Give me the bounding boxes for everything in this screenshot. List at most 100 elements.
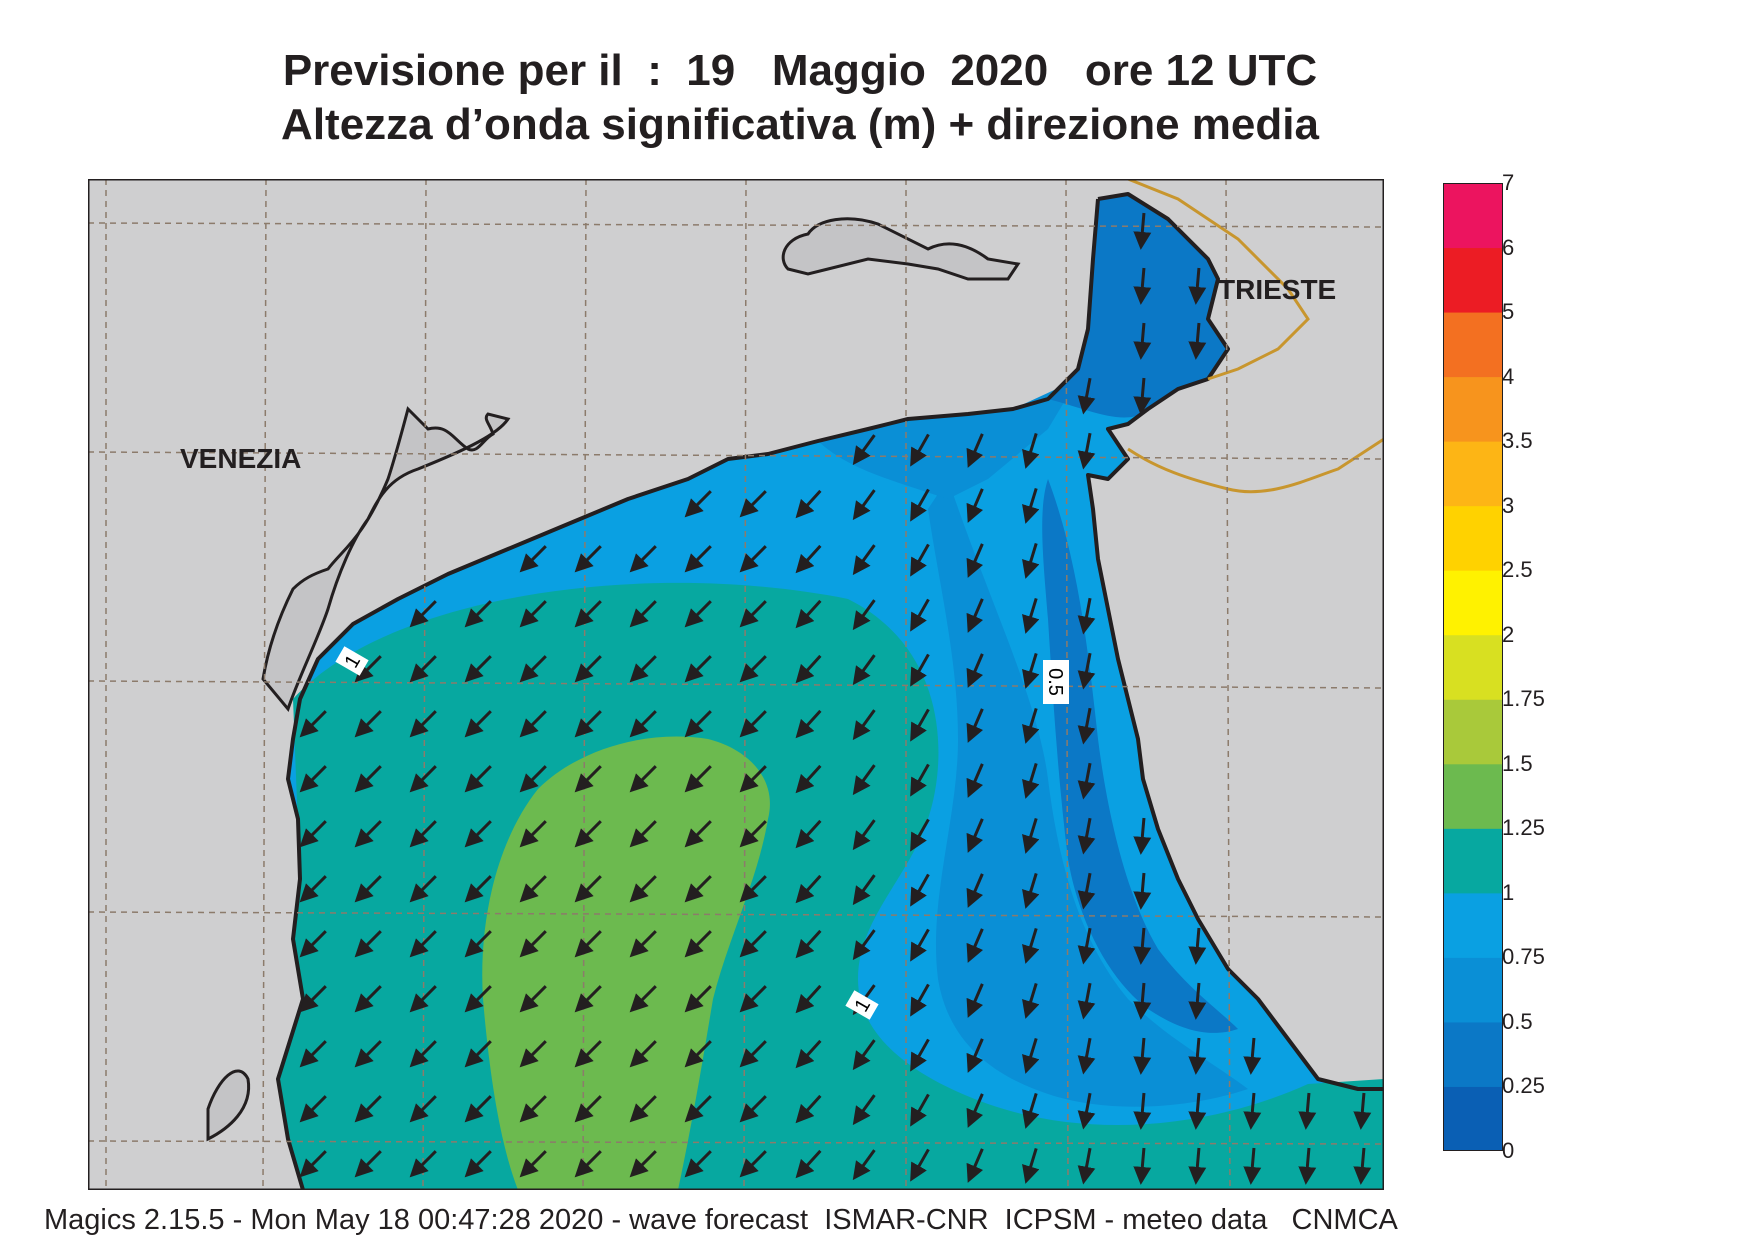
trieste-headland [781,217,1021,281]
wave-direction-arrow [1022,928,1040,964]
wave-direction-arrow [519,765,547,793]
wave-zone-0.5-0.75 [928,479,1248,1107]
wave-direction-arrow [1022,488,1040,524]
wave-direction-arrow [739,765,767,793]
wave-direction-arrow [1298,1147,1317,1185]
wave-direction-arrow [795,489,822,519]
colorbar-tick-label: 2 [1502,621,1515,647]
wave-direction-arrow [354,930,382,958]
wave-direction-arrow [519,600,547,628]
wave-direction-arrow [629,875,657,903]
wave-direction-arrow [629,1040,657,1068]
wave-direction-arrow [1243,1147,1262,1185]
wave-direction-arrow [574,765,602,793]
colorbar-tick-label: 0 [1502,1138,1515,1163]
wave-direction-arrow [739,655,767,683]
wave-direction-arrow [464,1150,492,1178]
wave-direction-arrow [519,985,547,1013]
wave-direction-arrow [795,1094,822,1124]
wave-direction-arrow [1022,818,1040,854]
wave-direction-arrow [910,488,930,522]
wave-direction-arrow [966,543,984,578]
wave-direction-arrow [910,763,930,797]
wave-direction-arrow [910,1148,930,1182]
wave-direction-arrow [464,1095,492,1123]
map-border [88,179,1384,1190]
colorbar-bin [1443,183,1503,249]
wave-direction-arrow [684,765,712,793]
wave-direction-arrow [299,1095,327,1123]
wave-direction-arrow [574,1040,602,1068]
wave-direction-arrow [684,1040,712,1068]
wave-direction-arrow [409,985,437,1013]
wave-direction-arrow [739,710,767,738]
colorbar-tick-label: 4 [1502,363,1515,389]
wave-direction-arrow [299,875,327,903]
graticule [88,179,1384,1190]
wave-direction-arrow [852,654,876,686]
wave-direction-arrow [1077,927,1096,965]
footer-credits: Magics 2.15.5 - Mon May 18 00:47:28 2020… [44,1204,1398,1236]
wave-direction-arrow [574,1150,602,1178]
colorbar-bin [1443,312,1503,378]
wave-direction-arrow [910,1038,930,1072]
wave-direction-arrow [966,433,984,468]
wave-direction-arrow [910,653,930,687]
wave-direction-arrow [1022,983,1040,1019]
colorbar-tick-label: 1.75 [1502,686,1545,712]
wave-direction-arrow [629,930,657,958]
coastline-east [1086,192,1384,1091]
wave-direction-arrow [574,1095,602,1123]
wave-direction-arrow [299,1150,327,1178]
wave-direction-arrow [966,1038,984,1073]
wave-height-colorbar [1443,183,1503,1152]
wave-direction-arrow [1077,377,1096,415]
wave-direction-arrow [910,543,930,577]
wave-direction-arrow [299,985,327,1013]
wave-direction-arrow [1243,1037,1262,1075]
wave-direction-arrow [966,763,984,798]
wave-direction-arrow [629,985,657,1013]
wave-direction-arrow [629,820,657,848]
wave-direction-arrow [299,710,327,738]
wave-direction-arrow [795,599,822,629]
wave-direction-arrow [519,655,547,683]
wave-direction-arrow [519,930,547,958]
wave-direction-arrow [354,1150,382,1178]
wave-direction-arrow [519,545,547,573]
wave-direction-arrow [1188,267,1207,305]
wave-direction-arrow [966,1093,984,1128]
wave-direction-arrow [1133,927,1152,965]
wave-direction-arrow [852,489,876,521]
colorbar-bin [1443,247,1503,313]
wave-direction-arrow [684,1095,712,1123]
wave-direction-arrow [464,985,492,1013]
wave-direction-arrow [1188,1092,1207,1130]
wave-direction-arrow [519,1095,547,1123]
wave-direction-arrow [1077,707,1096,745]
wave-zone-0.25-0.5-gulf [1048,194,1228,418]
colorbar-bin [1443,1086,1503,1152]
wave-direction-arrow [629,1150,657,1178]
wave-direction-arrow [629,1095,657,1123]
colorbar-tick-label: 0.25 [1502,1073,1545,1099]
wave-direction-arrow [739,600,767,628]
wave-direction-arrow [795,874,822,904]
wave-direction-arrow [464,600,492,628]
colorbar-tick-label: 6 [1502,234,1515,260]
wave-direction-arrow [1188,982,1207,1020]
wave-direction-arrow [1133,212,1152,250]
wave-direction-arrow [910,983,930,1017]
wave-direction-arrow [739,1150,767,1178]
wave-direction-arrow [629,765,657,793]
wave-direction-arrow [1133,322,1152,360]
wave-direction-arrow [852,709,876,741]
wave-direction-arrow [629,710,657,738]
wave-direction-arrow [966,708,984,743]
colorbar-tick-label: 3.5 [1502,428,1533,454]
wave-direction-arrow [574,875,602,903]
wave-direction-arrow [1077,982,1096,1020]
colorbar-tick-label: 0.5 [1502,1008,1533,1034]
wave-direction-arrow [354,655,382,683]
wave-direction-arrow [1022,873,1040,909]
